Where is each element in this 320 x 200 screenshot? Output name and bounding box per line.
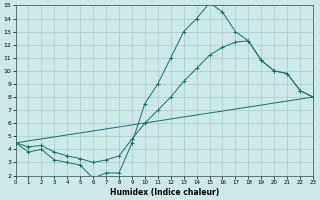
X-axis label: Humidex (Indice chaleur): Humidex (Indice chaleur) <box>110 188 219 197</box>
